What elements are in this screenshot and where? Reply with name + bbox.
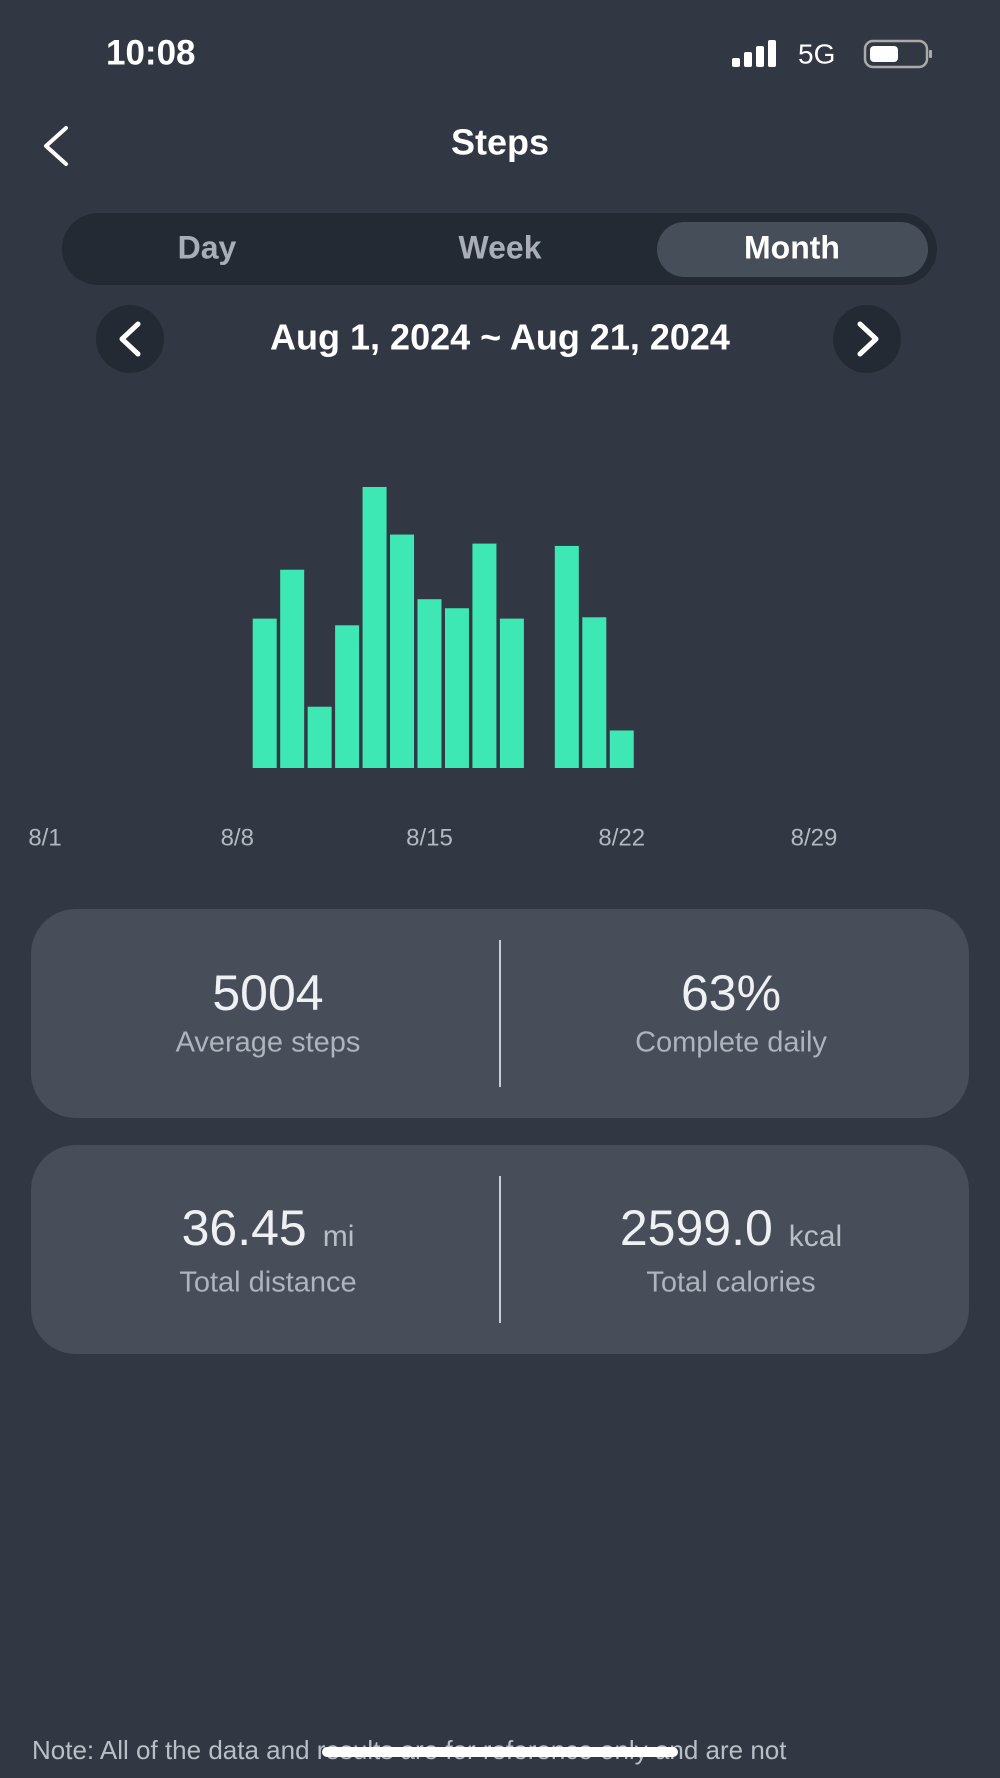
stat-number: 63%: [681, 965, 781, 1021]
stat-number: 2599.0: [620, 1200, 773, 1256]
signal-icon: [732, 40, 776, 67]
stat-label: Average steps: [176, 1027, 361, 1059]
network-label: 5G: [798, 38, 835, 69]
bar: [609, 730, 634, 768]
bar: [554, 545, 579, 768]
stat-value: 2599.0 kcal: [620, 1200, 842, 1256]
bar: [390, 534, 415, 768]
prev-button[interactable]: [96, 305, 164, 373]
home-indicator: [322, 1747, 678, 1757]
bar: [280, 569, 305, 768]
x-tick-label: 8/8: [221, 824, 254, 851]
tab[interactable]: Month: [744, 229, 840, 265]
page-title: Steps: [451, 122, 549, 163]
date-range: Aug 1, 2024 ~ Aug 21, 2024: [270, 317, 730, 358]
status-time: 10:08: [106, 33, 196, 72]
tab[interactable]: Day: [178, 229, 237, 265]
battery-icon: [863, 39, 932, 69]
stat-label: Complete daily: [635, 1027, 827, 1059]
bar: [417, 599, 442, 768]
bar: [362, 487, 387, 768]
next-icon: [857, 321, 879, 357]
x-tick-label: 8/1: [28, 824, 61, 851]
stat-unit: mi: [323, 1220, 355, 1253]
back-button[interactable]: [44, 126, 68, 166]
bar: [582, 617, 607, 768]
bar: [307, 706, 332, 768]
x-tick-label: 8/29: [791, 824, 838, 851]
stat-value: 63%: [681, 965, 781, 1021]
tab-active-bg: [657, 222, 928, 277]
bar: [252, 618, 277, 768]
stat-label: Total distance: [179, 1267, 356, 1299]
stat-number: 5004: [212, 965, 323, 1021]
bar: [499, 618, 524, 768]
x-tick-label: 8/22: [598, 824, 645, 851]
stat-number: 36.45: [182, 1200, 307, 1256]
bar: [335, 625, 360, 768]
x-tick-label: 8/15: [406, 824, 453, 851]
bar: [472, 543, 497, 768]
stat-unit: kcal: [789, 1220, 842, 1253]
prev-icon: [119, 321, 141, 357]
bar: [444, 608, 469, 768]
chart: 8/1 8/8 8/15 8/22 8/29: [28, 487, 837, 851]
stat-label: Total calories: [646, 1267, 815, 1299]
stat-value: 36.45 mi: [182, 1200, 355, 1256]
stat-value: 5004: [212, 965, 323, 1021]
next-button[interactable]: [833, 305, 901, 373]
tab[interactable]: Week: [458, 229, 541, 265]
